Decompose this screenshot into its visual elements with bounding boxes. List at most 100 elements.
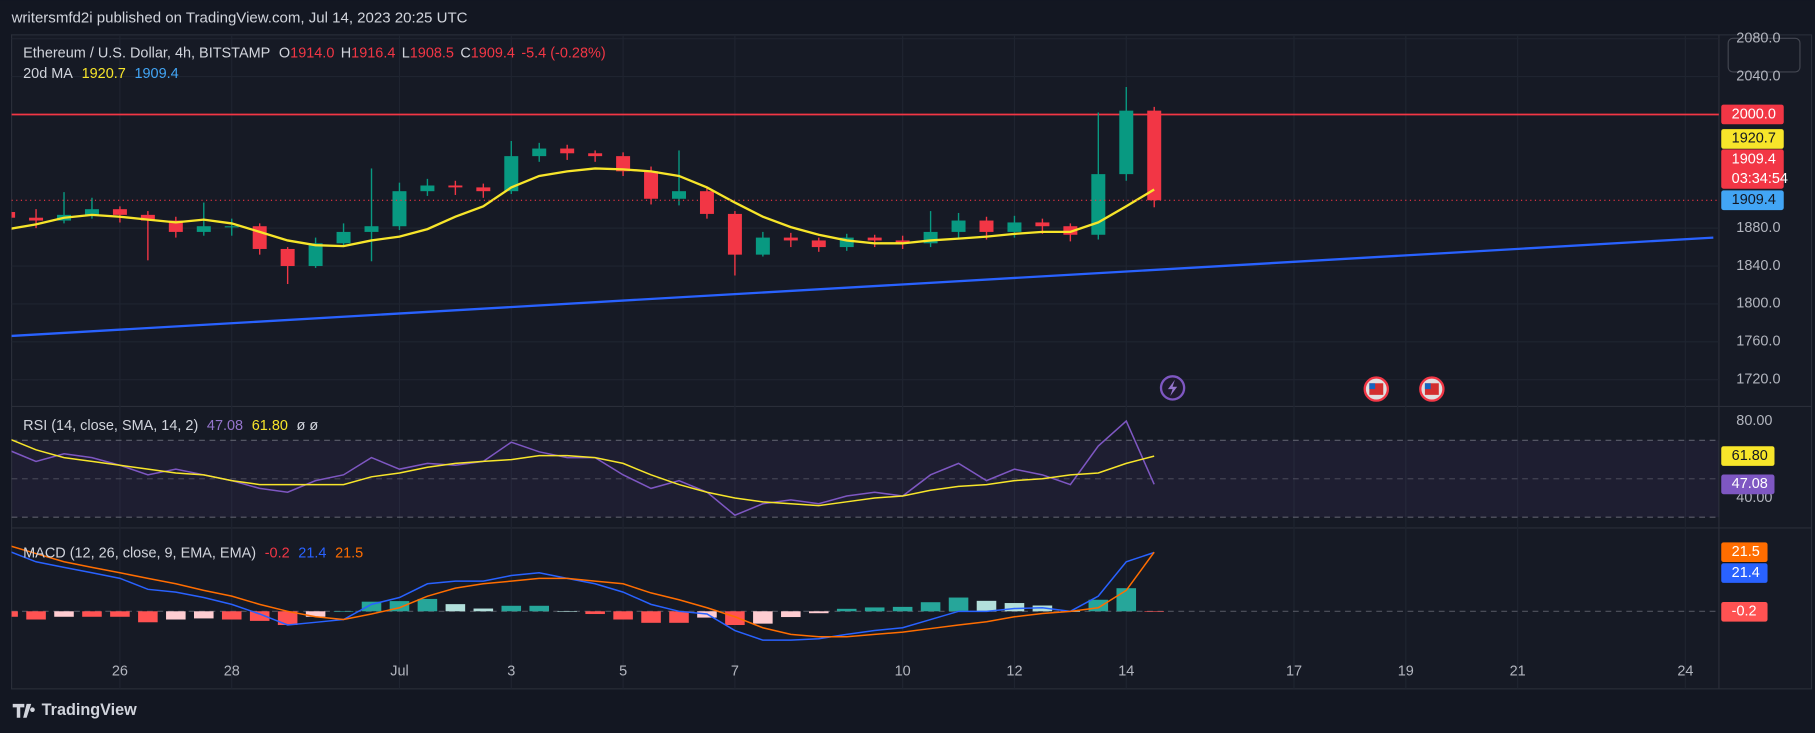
symbol-title: Ethereum / U.S. Dollar, 4h, BITSTAMP — [23, 45, 270, 61]
overlay: 26 28 Jul 3 5 7 10 12 14 17 19 21 24 1720.0 1760.0 1800… — [112, 30, 1788, 679]
trend-line — [11, 236, 1714, 338]
histogram-bar — [976, 600, 997, 612]
histogram-bar — [333, 611, 354, 612]
histogram-bar — [305, 611, 326, 617]
histogram-bar — [669, 611, 689, 623]
candle-body — [727, 213, 742, 255]
x-tick-label: Jul — [390, 663, 408, 679]
histogram-bar — [613, 611, 633, 620]
histogram-bar — [54, 611, 74, 617]
x-tick-label: 14 — [1118, 663, 1134, 679]
histogram-bar — [725, 611, 745, 626]
x-tick-label: 19 — [1398, 663, 1414, 679]
flag-glyph — [1424, 383, 1439, 395]
hline-badge: 2000.0 — [1732, 106, 1776, 122]
x-tick-label: 21 — [1510, 663, 1526, 679]
candle-body — [476, 187, 491, 192]
ma-badge-bg — [1721, 129, 1784, 149]
flag-glyph — [1369, 383, 1384, 395]
histogram-bar — [277, 611, 298, 626]
candle-body — [11, 212, 16, 218]
histogram-bar — [529, 605, 550, 612]
ma-legend: 20d MA 1920.7 1909.4 — [23, 66, 179, 82]
candle-body — [895, 240, 910, 244]
candle-body — [504, 156, 519, 192]
rsi-line — [11, 438, 1155, 507]
histogram-bar — [1088, 599, 1109, 612]
rsi-badge-bg — [1721, 446, 1775, 466]
ohlc-value: 1908.5 — [410, 45, 454, 61]
ohlc-value: 1909.4 — [471, 45, 515, 61]
candle-body — [755, 237, 770, 255]
histogram-bar — [249, 611, 270, 621]
signal-value: 21.5 — [335, 545, 363, 561]
candle-body — [364, 226, 379, 232]
candle-body — [1007, 222, 1022, 232]
macd-value: 21.4 — [298, 545, 326, 561]
rsi-badge: 47.08 — [1732, 476, 1768, 492]
x-tick-label: 24 — [1677, 663, 1693, 679]
candle-body — [923, 231, 938, 244]
histogram-bar — [808, 611, 829, 614]
histogram-bar — [1004, 603, 1025, 612]
histogram-bar — [641, 611, 661, 623]
y-tick-label: 1800.0 — [1736, 296, 1780, 312]
histogram-bar — [26, 611, 46, 620]
candle-body — [1063, 226, 1078, 235]
macd-badge: -0.2 — [1732, 604, 1757, 620]
histogram-bar — [417, 598, 438, 612]
settings-button[interactable] — [1727, 37, 1801, 73]
histogram-bar — [920, 602, 941, 612]
rsi-title: RSI (14, close, SMA, 14, 2) — [23, 418, 198, 434]
candle-body — [196, 226, 211, 232]
flag-glyph — [1424, 383, 1431, 390]
candle-body — [168, 220, 183, 232]
candle-body — [644, 171, 659, 199]
close-badge: 1909.4 — [1732, 152, 1776, 168]
candle-body — [783, 237, 798, 241]
macd-badge-bg — [1721, 542, 1768, 563]
ma-name: 20d MA — [23, 66, 73, 82]
candle-body — [224, 226, 239, 228]
histogram-bar — [138, 611, 158, 623]
candle-body — [420, 185, 435, 192]
histogram-bar — [753, 611, 773, 624]
rsi-legend: RSI (14, close, SMA, 14, 2) 47.08 61.80 … — [23, 418, 318, 434]
candle-body — [588, 153, 603, 157]
macd-title: MACD (12, 26, close, 9, EMA, EMA) — [23, 545, 256, 561]
rsi-extra: ø ø — [297, 418, 319, 434]
rsi-band-fill — [11, 440, 1719, 518]
macd-badge: 21.5 — [1732, 544, 1760, 560]
candle-body — [112, 209, 127, 215]
rsi-value: 47.08 — [207, 418, 243, 434]
footer-brand: TradingView — [42, 701, 137, 719]
countdown: 03:34:54 — [1732, 171, 1788, 187]
histogram-bar — [1116, 588, 1137, 612]
histogram-bar — [948, 597, 969, 612]
y-tick-label: 80.00 — [1736, 413, 1772, 429]
histogram-bar — [11, 611, 18, 617]
rsi-badge: 61.80 — [1732, 448, 1768, 464]
x-tick-label: 10 — [895, 663, 911, 679]
candle-body — [560, 148, 575, 154]
rsi-badge-bg — [1721, 474, 1775, 495]
x-tick-label: 28 — [224, 663, 240, 679]
candle-body — [811, 240, 826, 248]
candle-body — [699, 191, 714, 214]
histogram-bar — [389, 601, 410, 612]
candle-body — [1091, 174, 1106, 235]
hline-badge-bg — [1721, 104, 1784, 125]
event-icons — [1159, 375, 1445, 402]
price-legend: Ethereum / U.S. Dollar, 4h, BITSTAMP O 19… — [23, 45, 606, 61]
ohlc-label: O — [279, 45, 290, 61]
candle-body — [1147, 110, 1162, 201]
ma-value: 1909.4 — [134, 66, 178, 82]
histogram-bar — [82, 611, 102, 617]
y-tick-label: 1720.0 — [1736, 372, 1780, 388]
histogram-bar — [557, 611, 577, 612]
candle-body — [140, 214, 155, 221]
candle-body — [951, 220, 966, 232]
ma-value: 1920.7 — [82, 66, 126, 82]
flag-glyph — [1369, 383, 1376, 390]
histogram-bar — [473, 608, 494, 612]
